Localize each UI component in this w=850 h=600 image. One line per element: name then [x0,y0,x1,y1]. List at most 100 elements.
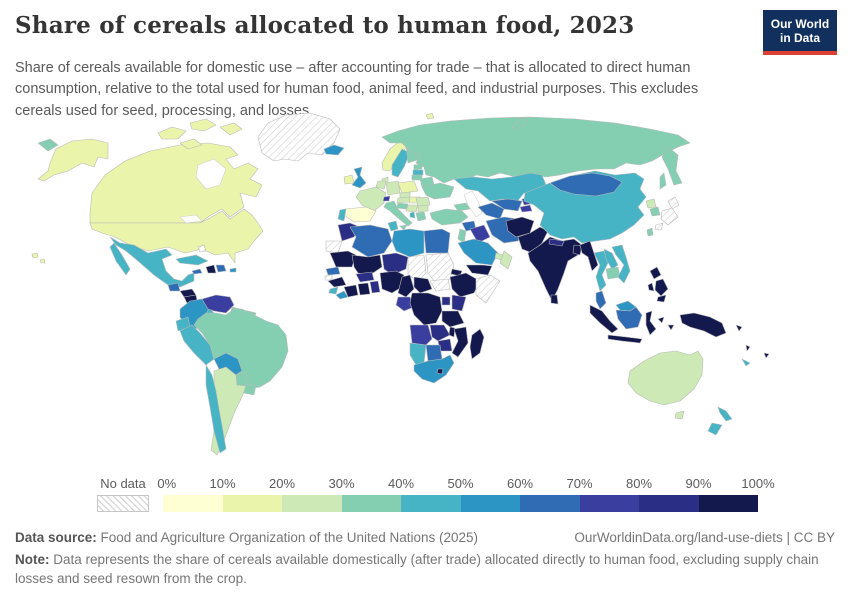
country-philippines[interactable] [656,294,667,303]
country-central-african-republic[interactable] [413,276,433,294]
country-bangladesh[interactable] [572,244,583,256]
country-spain[interactable] [343,206,377,223]
legend-segment-10-20%[interactable] [222,495,282,512]
country-philippines[interactable] [649,266,662,280]
legend-segment-40-50%[interactable] [401,495,461,512]
country-israel-jordan[interactable] [457,228,467,244]
country-saudi-arabia[interactable] [457,238,499,266]
country-pakistan[interactable] [517,226,549,254]
country-austria[interactable] [396,196,411,204]
country-lesotho[interactable] [436,368,444,375]
country-usa-hawaii[interactable] [39,258,46,264]
country-romania[interactable] [415,196,431,207]
country-caucasus[interactable] [453,202,471,212]
country-sweden[interactable] [391,148,411,178]
country-svalbard[interactable] [425,113,435,120]
country-switzerland[interactable] [382,195,391,202]
country-malaysia-peninsula[interactable] [595,290,607,310]
country-burkina-faso[interactable] [355,271,375,283]
country-malawi[interactable] [448,326,456,338]
country-gabon-congo[interactable] [395,296,415,312]
country-puerto-rico[interactable] [229,267,237,273]
country-mozambique[interactable] [451,326,469,358]
country-senegal[interactable] [325,266,341,276]
country-portugal[interactable] [337,208,347,222]
owid-link[interactable]: OurWorldinData.org/land-use-diets | CC B… [574,530,835,545]
country-australia[interactable] [627,350,704,406]
country-myanmar[interactable] [579,240,599,272]
country-canada-arctic[interactable] [189,118,217,132]
country-vietnam[interactable] [611,244,631,284]
country-cuba[interactable] [175,254,209,266]
country-new-guinea[interactable] [679,312,727,338]
country-cameroon[interactable] [397,274,415,298]
country-guinea[interactable] [327,276,347,288]
country-jamaica[interactable] [191,268,203,275]
country-japan[interactable] [660,207,679,226]
country-japan[interactable] [654,222,664,231]
country-greenland[interactable] [257,113,341,162]
country-chile[interactable] [205,364,227,454]
country-north-korea[interactable] [645,198,657,209]
country-turkey[interactable] [429,208,469,226]
legend-segment-30-40%[interactable] [341,495,401,512]
country-iceland[interactable] [323,144,345,156]
legend-no-data-swatch[interactable] [97,495,149,512]
country-sudan[interactable] [425,252,455,284]
country-uzbekistan[interactable] [491,198,523,212]
country-algeria[interactable] [349,224,393,258]
country-nepal[interactable] [548,238,565,247]
legend-segment-90-100%[interactable] [698,495,758,512]
country-turkmenistan[interactable] [477,202,505,220]
country-russia-novaya-zemlya[interactable] [511,116,527,130]
country-ukraine[interactable] [421,182,455,200]
country-niger[interactable] [381,252,409,276]
country-namibia[interactable] [409,342,427,366]
legend-segment-60-70%[interactable] [520,495,580,512]
country-togo-benin[interactable] [369,280,381,294]
legend-segment-70-80%[interactable] [579,495,639,512]
country-philippines[interactable] [647,282,655,292]
country-russia[interactable] [381,116,691,184]
legend-segment-80-90%[interactable] [639,495,699,512]
country-zambia[interactable] [429,324,451,342]
country-russia-kamchatka[interactable] [661,146,683,186]
country-canada-arctic[interactable] [219,122,243,136]
country-dominican-republic[interactable] [215,264,227,273]
country-tanzania[interactable] [441,310,465,328]
country-italy-sicily[interactable] [399,224,408,231]
country-indonesia-kalimantan[interactable] [615,306,643,330]
country-new-zealand[interactable] [707,422,723,436]
country-indonesia-java[interactable] [607,334,643,344]
country-mongolia[interactable] [549,172,623,197]
country-taiwan[interactable] [646,227,654,237]
country-vanuatu[interactable] [745,344,751,352]
country-sierra-leone[interactable] [328,286,339,295]
country-russia-sakhalin[interactable] [659,172,667,190]
country-serbia-bosnia[interactable] [405,204,419,213]
country-canada-arctic[interactable] [179,138,203,150]
country-venezuela[interactable] [201,294,235,314]
country-mauritania[interactable] [329,250,357,268]
country-south-korea[interactable] [649,206,661,217]
country-indonesia-maluku[interactable] [667,324,675,331]
country-south-sudan[interactable] [429,278,451,292]
country-south-africa[interactable] [413,354,455,384]
country-france[interactable] [355,186,387,212]
country-tajikistan[interactable] [519,204,533,213]
country-poland[interactable] [397,180,419,194]
country-italy[interactable] [383,200,413,227]
country-mexico-baja[interactable] [109,242,131,276]
country-brazil[interactable] [193,308,289,390]
country-benelux[interactable] [375,180,387,190]
country-egypt[interactable] [423,228,451,254]
country-ghana[interactable] [357,282,371,296]
country-usa-hawaii[interactable] [31,252,39,259]
country-new-zealand[interactable] [717,406,733,422]
country-russia-chukotka[interactable] [37,138,59,152]
country-mexico[interactable] [109,236,195,288]
country-oman[interactable] [499,250,513,270]
country-tunisia[interactable] [387,220,399,232]
country-usa-alaska[interactable] [37,138,109,182]
country-usa[interactable] [89,208,264,264]
